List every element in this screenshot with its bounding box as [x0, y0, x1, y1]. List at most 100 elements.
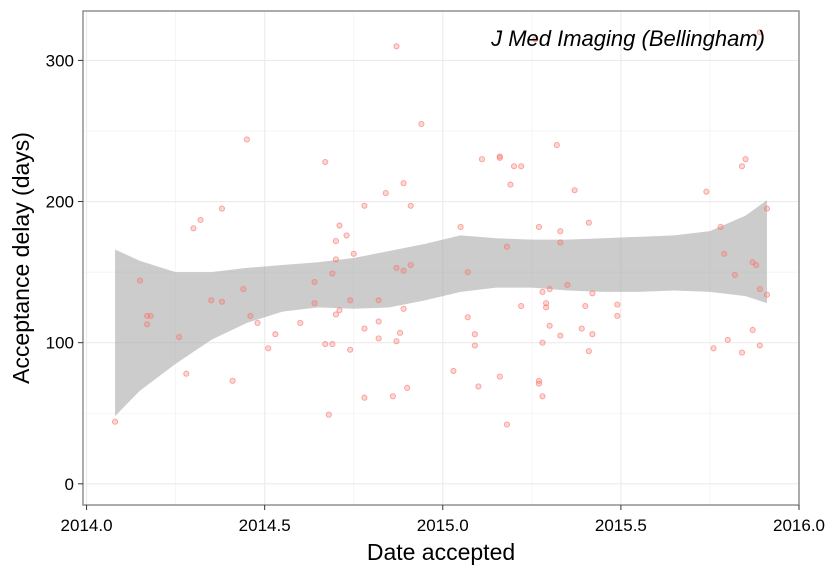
data-point — [218, 298, 225, 305]
data-point — [361, 325, 368, 332]
data-point — [546, 286, 553, 293]
data-point — [749, 326, 756, 334]
data-point — [350, 250, 357, 257]
data-point — [557, 239, 564, 246]
data-point — [478, 156, 486, 163]
data-point — [311, 300, 318, 307]
data-point — [325, 411, 332, 418]
data-point — [361, 394, 368, 401]
data-point — [557, 332, 564, 339]
y-axis-title: Acceptance delay (days) — [8, 132, 34, 384]
data-point — [332, 256, 339, 263]
data-point — [332, 311, 339, 318]
data-point — [564, 281, 571, 288]
data-point — [407, 262, 414, 269]
data-point — [393, 338, 400, 345]
data-point — [553, 142, 560, 149]
data-point — [571, 187, 578, 194]
data-point — [183, 370, 190, 377]
data-point — [208, 297, 215, 304]
y-tick-label: 100 — [46, 334, 74, 353]
x-tick-label: 2014.5 — [239, 516, 291, 535]
data-point — [361, 202, 368, 209]
data-point — [332, 238, 339, 245]
data-point — [721, 250, 728, 257]
data-point — [457, 223, 464, 230]
data-point — [503, 243, 510, 250]
data-point — [724, 336, 731, 343]
data-point — [396, 329, 404, 336]
data-point — [756, 342, 763, 349]
data-point — [329, 270, 336, 277]
x-tick-label: 2016.0 — [773, 516, 825, 535]
axis-ticks: 2014.0 2014.5 2015.0 2015.5 2016.0 0 100 200 300 — [46, 51, 825, 535]
data-point — [147, 312, 154, 319]
x-tick-label: 2015.5 — [595, 516, 647, 535]
data-point — [322, 158, 329, 166]
data-point — [535, 380, 543, 387]
data-point — [763, 291, 770, 298]
data-point — [393, 264, 400, 271]
data-point — [265, 345, 272, 352]
data-point — [464, 314, 471, 321]
data-point — [578, 325, 585, 332]
data-point — [589, 290, 596, 297]
data-point — [535, 223, 543, 230]
data-point — [496, 153, 503, 160]
data-point — [503, 421, 510, 428]
data-point — [738, 163, 746, 170]
data-point — [557, 228, 564, 235]
data-point — [243, 136, 250, 143]
data-point — [518, 302, 525, 310]
data-point — [240, 286, 247, 293]
data-point — [464, 269, 471, 276]
y-tick-label: 300 — [46, 51, 74, 70]
data-point — [543, 300, 550, 307]
data-point — [418, 120, 425, 127]
data-point — [329, 341, 336, 348]
journal-annotation: J Med Imaging (Bellingham) — [490, 26, 765, 51]
data-point — [710, 345, 717, 352]
data-point — [347, 297, 354, 304]
confidence-band — [115, 200, 767, 417]
data-points — [112, 29, 770, 428]
data-point — [585, 348, 592, 355]
data-point — [136, 277, 144, 284]
data-point — [471, 342, 478, 349]
data-point — [507, 181, 514, 188]
data-point — [539, 339, 546, 346]
data-point — [218, 205, 225, 212]
data-point — [589, 331, 596, 338]
data-point — [322, 341, 329, 348]
data-point — [311, 278, 318, 286]
data-point — [407, 202, 414, 209]
panel-border — [82, 10, 800, 506]
data-point — [582, 302, 589, 310]
data-point — [753, 262, 760, 269]
data-point — [471, 331, 478, 338]
data-point — [756, 29, 763, 36]
data-point — [404, 384, 411, 391]
data-point — [738, 349, 746, 356]
data-point — [585, 219, 592, 226]
data-point — [539, 393, 546, 400]
data-point — [496, 373, 503, 380]
data-point — [272, 331, 279, 338]
x-axis-title: Date accepted — [367, 539, 515, 565]
data-point — [389, 393, 396, 400]
data-point — [229, 377, 236, 384]
data-point — [343, 232, 350, 239]
data-point — [336, 307, 343, 314]
data-point — [375, 318, 382, 325]
data-point — [400, 305, 407, 312]
data-point — [532, 36, 539, 43]
data-point — [382, 190, 389, 197]
data-point — [763, 205, 770, 212]
data-point — [518, 163, 525, 170]
data-point — [703, 188, 710, 195]
data-point — [717, 223, 724, 230]
data-point — [450, 367, 457, 374]
data-point — [144, 321, 151, 328]
data-point — [614, 301, 621, 308]
data-point — [197, 216, 204, 223]
